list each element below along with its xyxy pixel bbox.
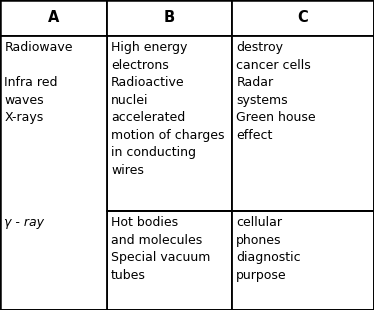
Text: destroy
cancer cells
Radar
systems
Green house
effect: destroy cancer cells Radar systems Green… <box>236 41 316 142</box>
Bar <box>232 0 374 36</box>
Text: C: C <box>298 10 308 25</box>
Text: Radiowave

Infra red
waves
X-rays: Radiowave Infra red waves X-rays <box>4 41 73 124</box>
Bar <box>0 36 107 310</box>
Text: A: A <box>47 10 59 25</box>
Bar <box>107 211 232 310</box>
Bar <box>232 36 374 211</box>
Text: γ - ray: γ - ray <box>4 216 45 229</box>
Text: High energy
electrons
Radioactive
nuclei
accelerated
motion of charges
in conduc: High energy electrons Radioactive nuclei… <box>111 41 224 177</box>
Bar <box>0 0 107 36</box>
Bar <box>232 211 374 310</box>
Bar <box>107 0 232 36</box>
Text: Hot bodies
and molecules
Special vacuum
tubes: Hot bodies and molecules Special vacuum … <box>111 216 211 282</box>
Text: cellular
phones
diagnostic
purpose: cellular phones diagnostic purpose <box>236 216 301 282</box>
Bar <box>107 36 232 211</box>
Text: B: B <box>164 10 175 25</box>
